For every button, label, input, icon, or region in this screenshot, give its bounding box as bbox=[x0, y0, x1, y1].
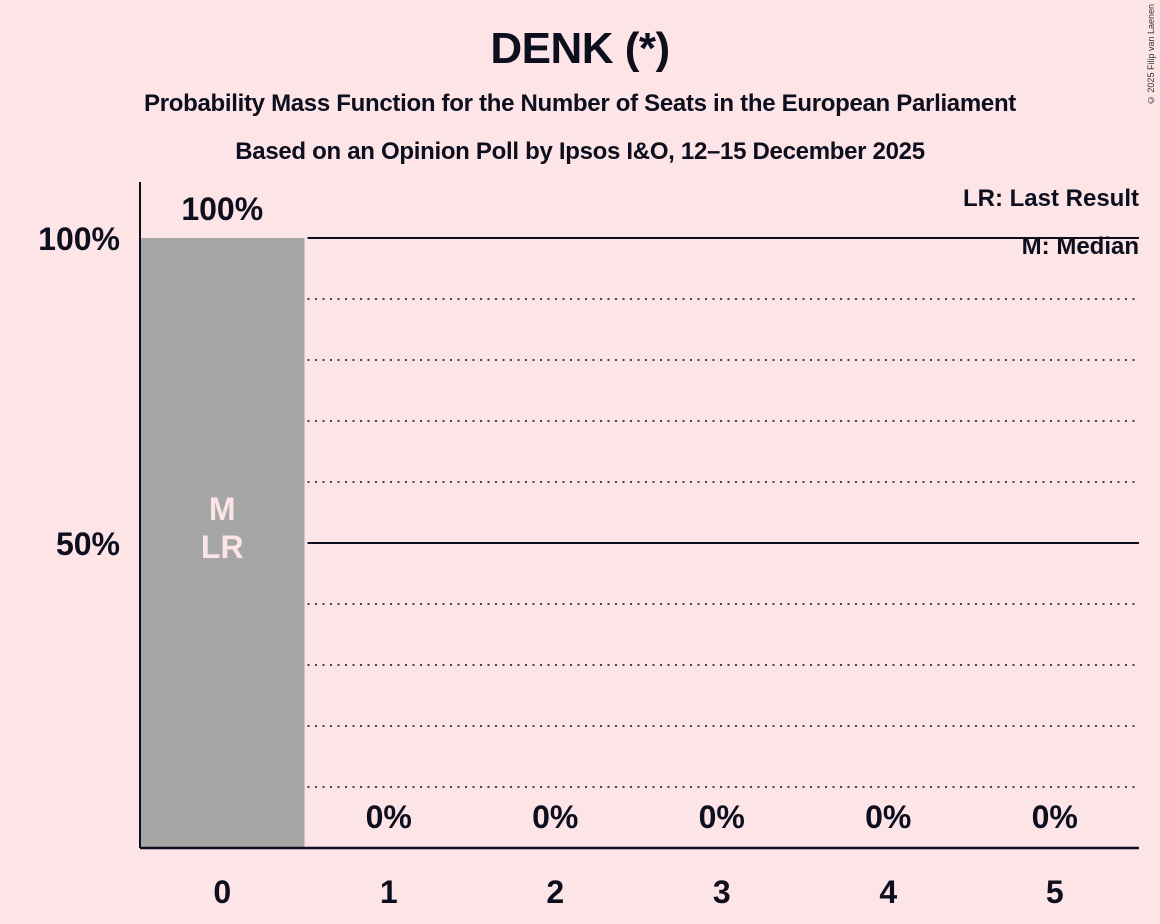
x-tick-label-4: 4 bbox=[879, 874, 897, 910]
value-label-2: 0% bbox=[532, 799, 578, 835]
chart-source: Based on an Opinion Poll by Ipsos I&O, 1… bbox=[235, 138, 925, 165]
y-tick-label-100: 100% bbox=[38, 221, 120, 257]
chart-title: DENK (*) bbox=[490, 24, 670, 73]
x-tick-label-0: 0 bbox=[213, 874, 231, 910]
x-tick-label-3: 3 bbox=[713, 874, 731, 910]
value-label-3: 0% bbox=[699, 799, 745, 835]
value-label-5: 0% bbox=[1032, 799, 1078, 835]
bar-annotation-m: M bbox=[209, 491, 236, 527]
legend-last-result: LR: Last Result bbox=[962, 185, 1139, 212]
value-label-0: 100% bbox=[181, 191, 263, 227]
value-label-1: 0% bbox=[366, 799, 412, 835]
x-tick-label-5: 5 bbox=[1046, 874, 1064, 910]
chart-subtitle: Probability Mass Function for the Number… bbox=[143, 90, 1016, 117]
x-tick-label-1: 1 bbox=[380, 874, 398, 910]
y-tick-label-50: 50% bbox=[56, 526, 120, 562]
bar-0 bbox=[140, 238, 305, 848]
x-tick-label-2: 2 bbox=[546, 874, 564, 910]
value-label-4: 0% bbox=[865, 799, 911, 835]
bar-annotation-lr: LR bbox=[201, 529, 244, 565]
